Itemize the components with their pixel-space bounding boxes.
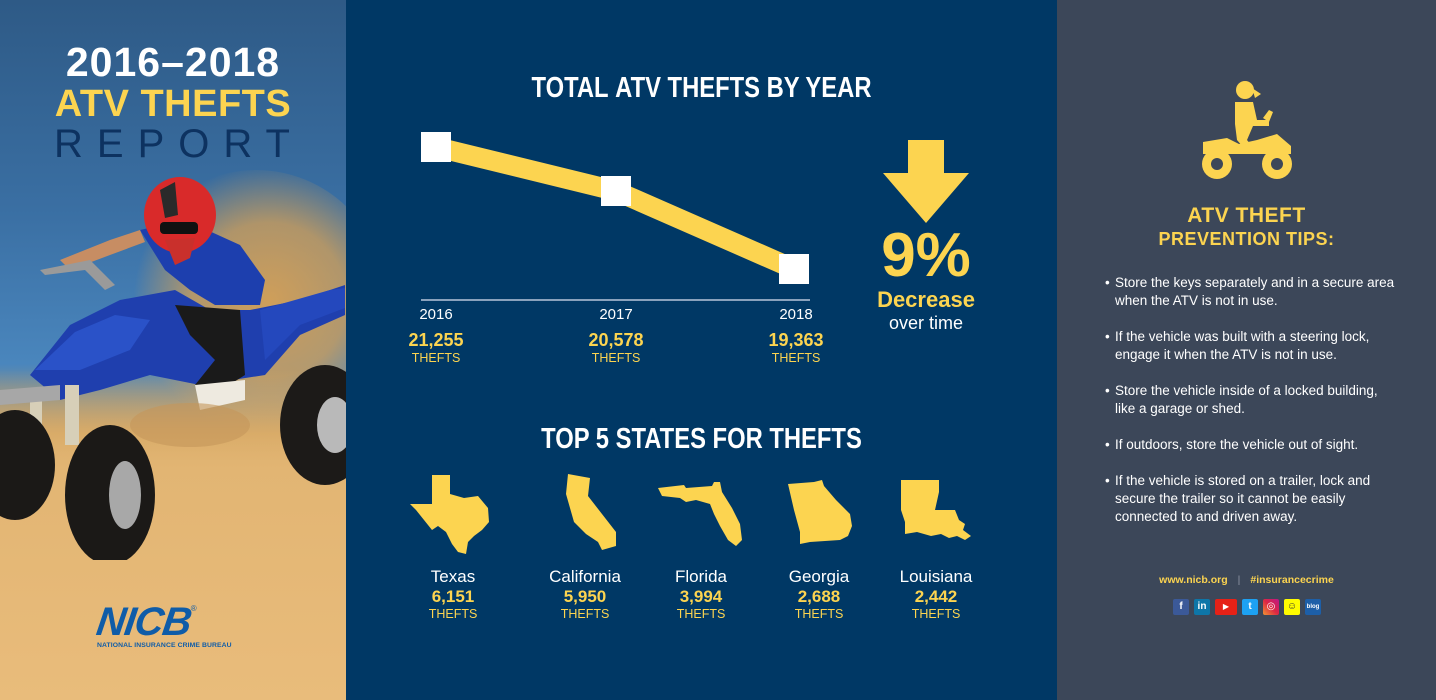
state-unit: THEFTS — [676, 607, 726, 621]
prevention-tips-panel: ATV THEFT PREVENTION TIPS: Store the key… — [1057, 0, 1436, 700]
decrease-sublabel: over time — [888, 313, 964, 333]
down-arrow-icon — [883, 140, 969, 223]
tip-item: If the vehicle was built with a steering… — [1105, 328, 1395, 364]
tips-title-line1: ATV THEFT — [1187, 204, 1306, 227]
state-count: 2,442 — [914, 587, 958, 606]
blog-icon[interactable]: blog — [1305, 599, 1321, 615]
atv-rider-icon — [1202, 81, 1292, 179]
heading-rest: ATV THEFTS BY YEAR — [615, 72, 872, 104]
title-years: 2016–2018 — [65, 39, 281, 85]
heading-bold: TOTAL — [531, 72, 609, 104]
registered-mark: ® — [190, 604, 197, 613]
year-unit: THEFTS — [591, 351, 641, 365]
decrease-callout: 9% Decrease over time — [851, 140, 1001, 334]
state-count: 3,994 — [679, 587, 723, 606]
state-name: California — [549, 567, 621, 586]
youtube-icon[interactable]: ▶ — [1215, 599, 1237, 615]
state-california: California 5,950 THEFTS — [530, 470, 640, 621]
year-count: 19,363 — [768, 330, 824, 350]
california-map-icon — [566, 474, 616, 550]
texas-map-icon — [410, 475, 489, 554]
state-unit: THEFTS — [794, 607, 844, 621]
year-label: 2016 — [419, 306, 453, 323]
twitter-icon[interactable]: t — [1242, 599, 1258, 615]
nicb-tagline: NATIONAL INSURANCE CRIME BUREAU — [97, 642, 232, 649]
state-louisiana: Louisiana 2,442 THEFTS — [881, 470, 991, 621]
title-main: ATV THEFTS — [54, 83, 292, 125]
year-unit: THEFTS — [771, 351, 821, 365]
yearly-line-chart — [421, 132, 810, 301]
snapchat-icon[interactable]: ☺ — [1284, 599, 1300, 615]
year-2016: 2016 21,255 THEFTS — [381, 306, 491, 365]
nicb-wordmark: NICB — [93, 600, 194, 644]
tip-item: Store the keys separately and in a secur… — [1105, 274, 1395, 310]
facebook-icon[interactable]: f — [1173, 599, 1189, 615]
year-unit: THEFTS — [411, 351, 461, 365]
yearly-chart-heading: TOTAL ATV THEFTS BY YEAR — [410, 71, 993, 105]
state-count: 6,151 — [431, 587, 475, 606]
georgia-map-icon — [788, 480, 852, 544]
decrease-percent: 9% — [881, 221, 971, 290]
heading-rest: STATES FOR THEFTS — [615, 423, 862, 455]
florida-map-icon — [658, 482, 742, 546]
heading-bold: TOP 5 — [541, 423, 610, 455]
trend-line — [433, 137, 799, 279]
tip-item: If outdoors, store the vehicle out of si… — [1105, 436, 1395, 454]
tips-title-line2: PREVENTION TIPS: — [1158, 229, 1335, 249]
year-label: 2018 — [779, 306, 813, 323]
hashtag-link[interactable]: #insurancecrime — [1250, 574, 1334, 586]
report-title: 2016–2018 ATV THEFTS REPORT — [0, 40, 346, 164]
year-2018: 2018 19,363 THEFTS — [741, 306, 851, 365]
atv-rider-photo — [0, 177, 346, 560]
tips-list: Store the keys separately and in a secur… — [1105, 274, 1395, 544]
state-name: Texas — [430, 567, 476, 586]
state-count: 2,688 — [797, 587, 841, 606]
nicb-logo[interactable]: NICB® NATIONAL INSURANCE CRIME BUREAU — [93, 600, 257, 649]
tip-item: Store the vehicle inside of a locked bui… — [1105, 382, 1395, 418]
linkedin-icon[interactable]: in — [1194, 599, 1210, 615]
states-heading: TOP 5 STATES FOR THEFTS — [410, 422, 993, 456]
data-point-2017 — [601, 176, 631, 206]
state-name: Georgia — [788, 567, 850, 586]
state-count: 5,950 — [563, 587, 607, 606]
state-unit: THEFTS — [911, 607, 961, 621]
data-point-2016 — [421, 132, 451, 162]
state-name: Louisiana — [899, 567, 973, 586]
year-label: 2017 — [599, 306, 633, 323]
decrease-label: Decrease — [877, 287, 975, 312]
data-point-2018 — [779, 254, 809, 284]
state-georgia: Georgia 2,688 THEFTS — [764, 470, 874, 621]
footer-links: www.nicb.org | #insurancecrime — [1057, 574, 1436, 586]
social-icons: f in ▶ t ◎ ☺ blog — [1173, 599, 1321, 615]
year-count: 20,578 — [588, 330, 644, 350]
link-separator: | — [1237, 574, 1241, 586]
instagram-icon[interactable]: ◎ — [1263, 599, 1279, 615]
statistics-panel: TOTAL ATV THEFTS BY YEAR 2016 21,255 THE… — [346, 0, 1057, 700]
state-florida: Florida 3,994 THEFTS — [646, 470, 756, 621]
louisiana-map-icon — [901, 480, 971, 540]
tip-item: If the vehicle is stored on a trailer, l… — [1105, 472, 1395, 526]
state-texas: Texas 6,151 THEFTS — [398, 470, 508, 621]
tips-title: ATV THEFT PREVENTION TIPS: — [1057, 204, 1436, 250]
year-count: 21,255 — [408, 330, 464, 350]
year-2017: 2017 20,578 THEFTS — [561, 306, 671, 365]
hero-photo-panel: 2016–2018 ATV THEFTS REPORT — [0, 0, 346, 700]
website-link[interactable]: www.nicb.org — [1159, 574, 1228, 586]
title-sub: REPORT — [54, 122, 304, 166]
state-unit: THEFTS — [428, 607, 478, 621]
state-unit: THEFTS — [560, 607, 610, 621]
state-name: Florida — [675, 567, 727, 586]
